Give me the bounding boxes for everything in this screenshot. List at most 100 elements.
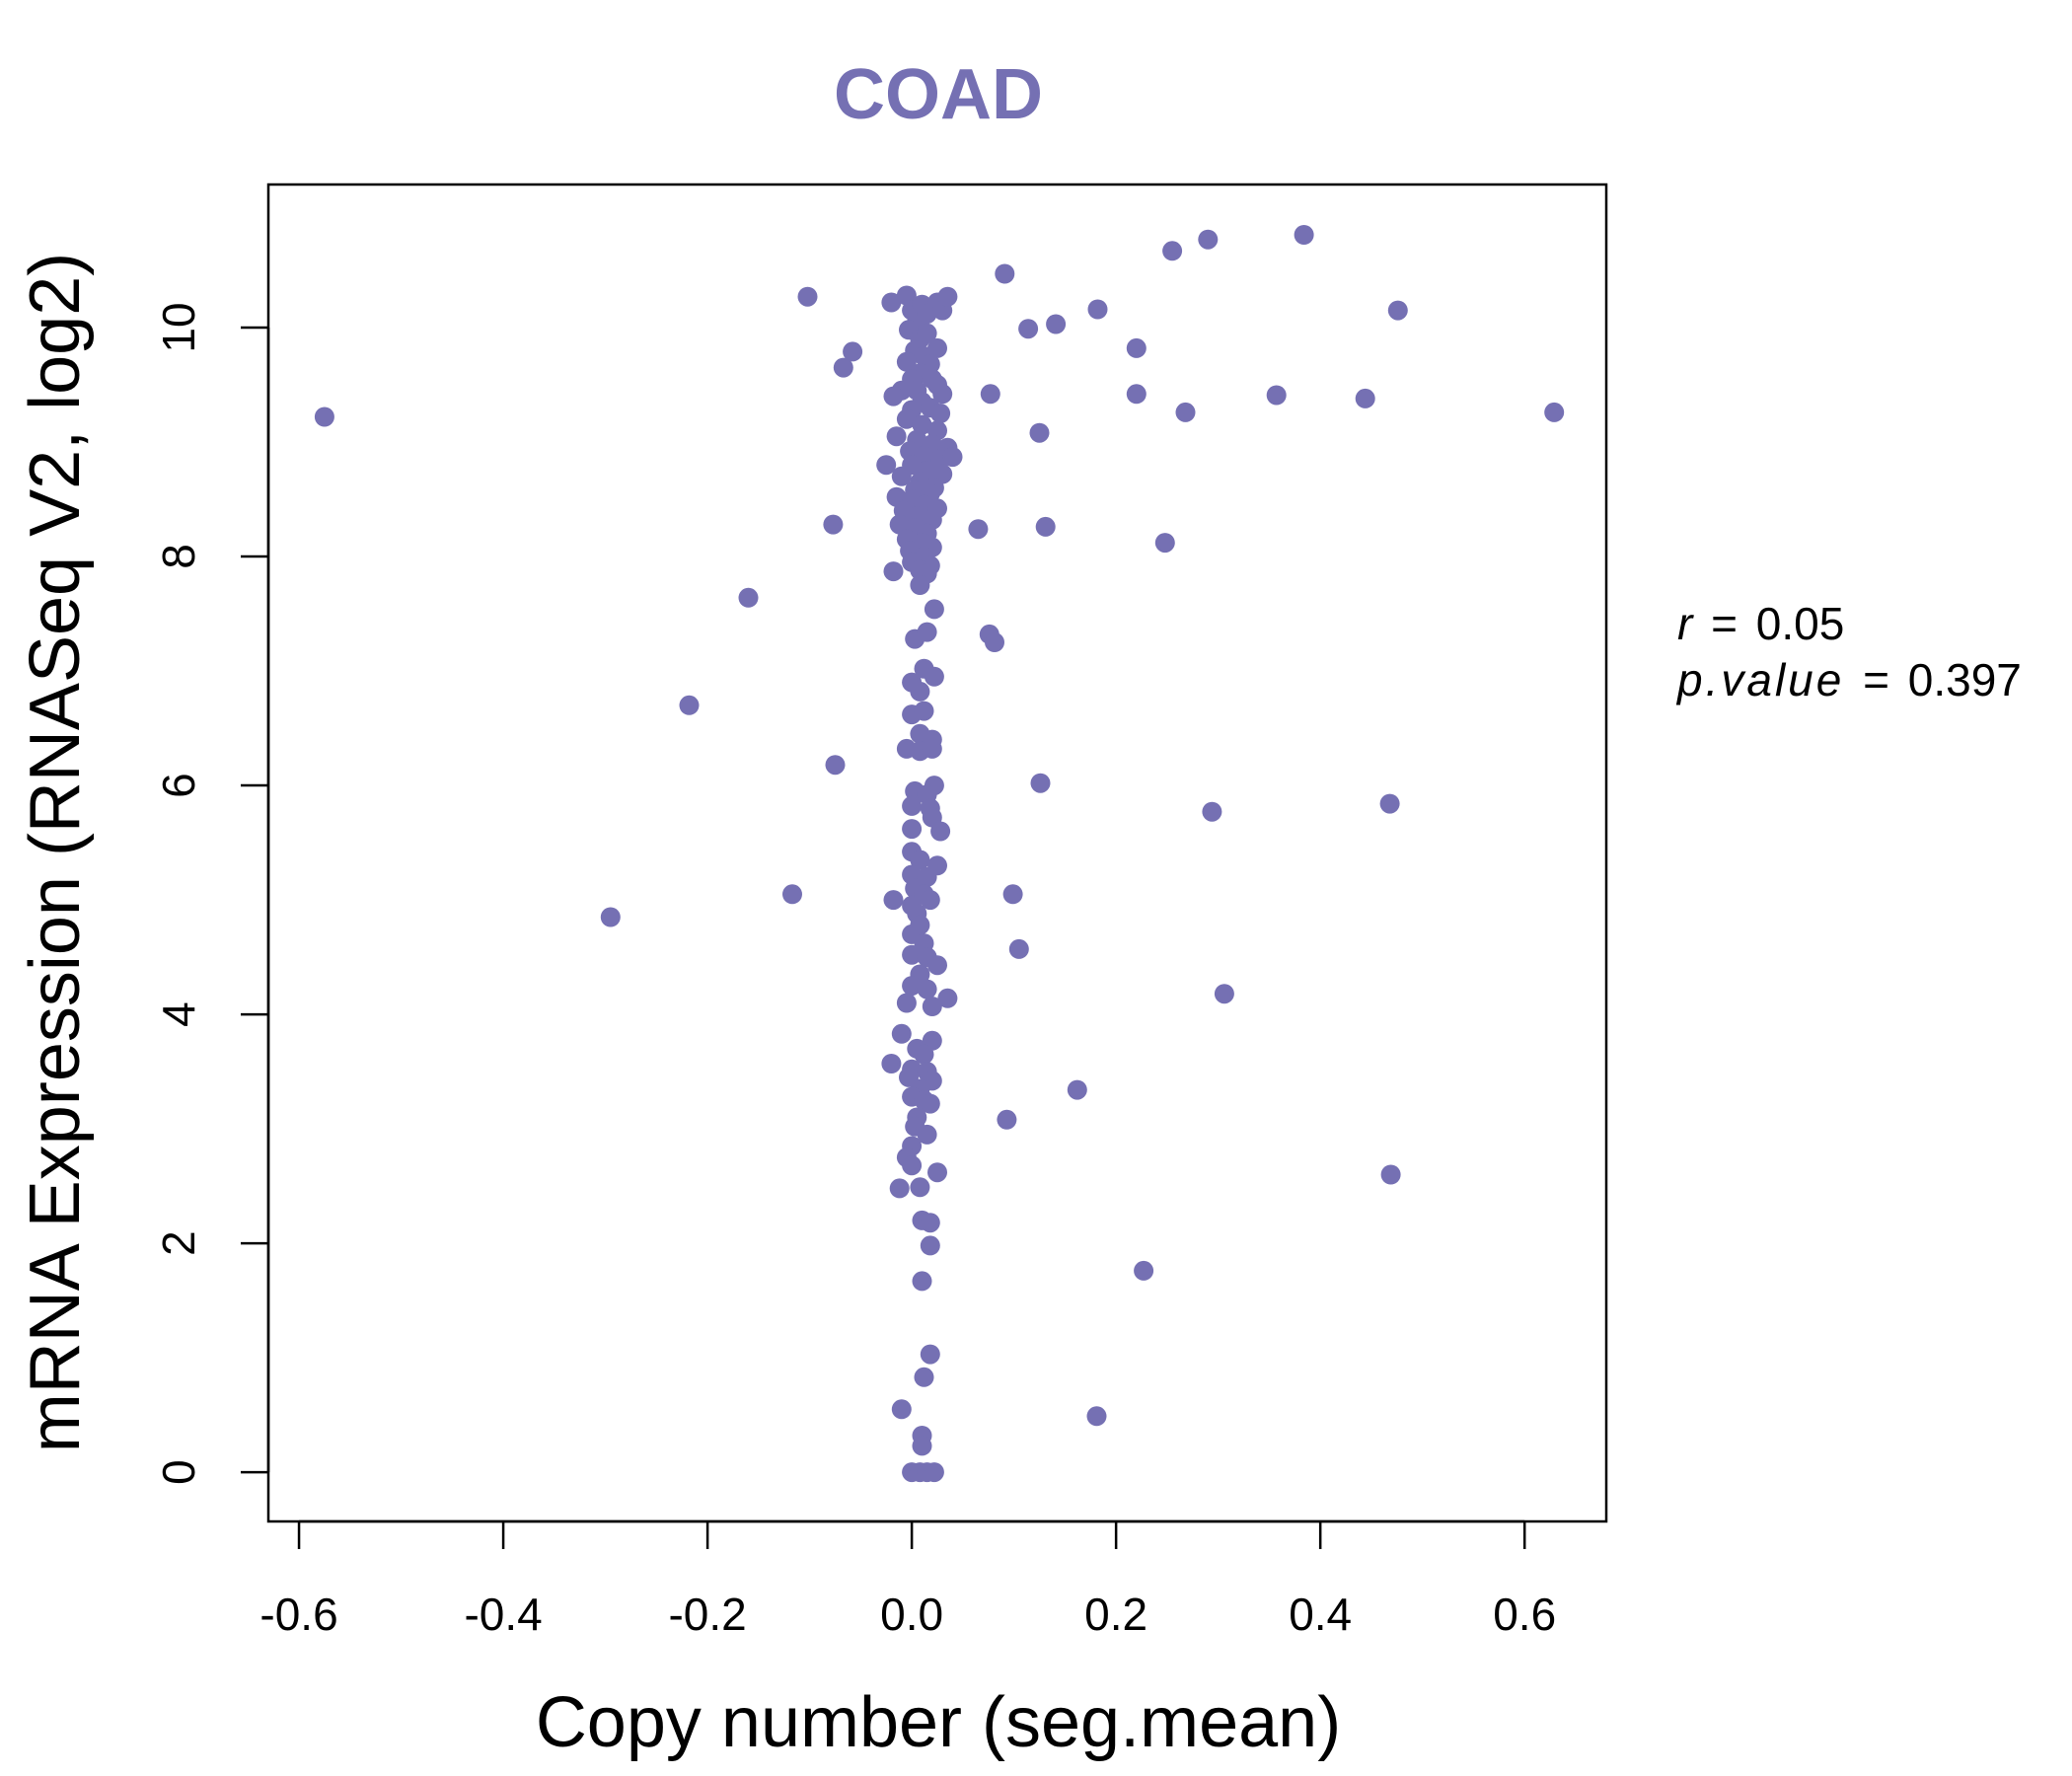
data-point [600,907,621,927]
data-point [1202,801,1222,822]
data-point [896,993,917,1013]
data-point [896,285,917,306]
data-point [924,599,944,620]
data-point [902,1155,923,1176]
data-point [920,1093,940,1114]
p-label: p.value [1675,654,1844,705]
y-axis: 0 2 4 6 8 10 [153,302,270,1485]
data-point [927,337,947,358]
data-point [924,1462,944,1483]
data-point [1380,1164,1401,1185]
data-point [797,286,818,307]
data-point [883,561,904,582]
data-point [1266,385,1287,406]
data-point [738,587,759,608]
x-tick-label: 0.0 [880,1589,943,1640]
data-point [914,701,934,721]
data-point [896,408,917,429]
data-point [1198,229,1219,250]
correlation-annotation: r = 0.05 p.value = 0.397 [1675,598,2022,705]
x-tick-label: 0.6 [1493,1589,1556,1640]
data-point [1126,337,1147,358]
data-point [782,884,802,905]
y-tick-label: 6 [153,773,204,798]
x-tick-label: 0.2 [1084,1589,1147,1640]
data-point [883,386,904,407]
data-point [843,341,863,362]
data-point [917,622,937,642]
data-point [1030,773,1051,793]
r-annotation: r = 0.05 [1677,598,1844,649]
data-point [930,821,951,842]
data-point [942,447,963,468]
data-point [910,575,930,595]
data-point [985,632,1004,652]
data-point [930,404,951,423]
chart-title: COAD [834,55,1043,134]
data-point [1067,1079,1087,1100]
data-point [924,666,944,687]
data-point [1087,299,1108,320]
data-point [1175,402,1196,422]
data-point [927,955,947,976]
r-label: r [1677,598,1694,649]
data-point [920,1213,940,1233]
data-point [891,466,912,486]
data-point [910,1177,930,1198]
data-point [833,357,853,378]
data-point [920,890,940,911]
p-annotation: p.value = 0.397 [1675,654,2022,705]
data-point [1387,300,1408,321]
y-axis-title: mRNA Expression (RNASeq V2, log2) [16,253,95,1452]
data-point [1294,225,1314,245]
data-point [917,1124,937,1145]
y-tick-label: 10 [153,302,204,352]
data-point [1018,319,1039,339]
data-point [881,292,902,313]
data-point [912,1271,932,1292]
data-point [1134,1260,1154,1281]
data-point [896,351,917,372]
data-point [823,514,844,535]
data-point [927,1162,947,1183]
data-point [825,755,846,776]
data-point [1086,1406,1107,1427]
points-layer [314,225,1565,1483]
data-point [910,850,930,870]
p-value: 0.397 [1908,654,2022,705]
data-point [883,890,904,911]
data-point [1154,533,1175,554]
data-point [922,738,942,759]
data-point [1379,793,1400,814]
data-point [917,323,937,343]
data-point [889,1178,910,1199]
x-tick-label: -0.2 [668,1589,746,1640]
x-tick-label: -0.6 [259,1589,337,1640]
data-point [980,384,1000,405]
data-point [902,819,923,840]
data-point [912,1436,932,1456]
data-point [1035,516,1056,537]
data-point [1029,422,1050,443]
y-tick-label: 0 [153,1459,204,1485]
data-point [1126,384,1147,405]
data-point [910,681,930,702]
data-point [912,414,932,435]
y-tick-label: 8 [153,544,204,569]
y-tick-label: 2 [153,1230,204,1256]
data-point [314,407,334,427]
data-point [891,1399,912,1420]
data-point [886,426,907,447]
data-point [1355,388,1375,408]
data-point [914,1367,934,1387]
data-point [932,384,953,405]
x-tick-label: 0.4 [1289,1589,1352,1640]
data-point [914,1044,934,1065]
y-tick-label: 4 [153,1001,204,1027]
x-tick-label: -0.4 [464,1589,542,1640]
data-point [876,455,897,476]
data-point [1544,402,1565,422]
data-point [1214,984,1234,1004]
data-point [920,1235,940,1256]
